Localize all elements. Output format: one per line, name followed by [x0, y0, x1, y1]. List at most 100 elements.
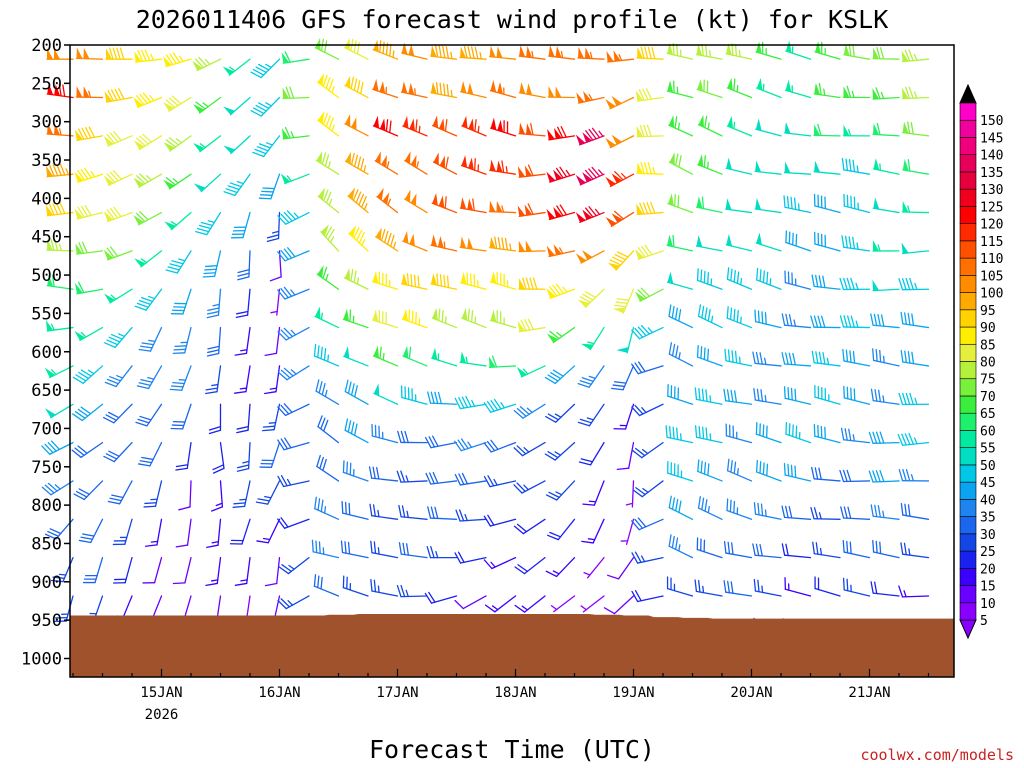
wind-barb	[490, 117, 517, 137]
wind-barb	[206, 518, 222, 549]
colorbar-swatch	[959, 585, 977, 604]
wind-barb	[697, 154, 723, 175]
wind-barb	[105, 47, 133, 60]
wind-barb	[316, 265, 340, 290]
wind-barb	[103, 326, 133, 349]
credit-link[interactable]: coolwx.com/models	[860, 746, 1014, 764]
colorbar-swatch	[959, 430, 977, 448]
wind-barb	[256, 518, 281, 544]
wind-barb	[582, 480, 605, 506]
wind-barb	[320, 224, 340, 252]
wind-barb	[44, 365, 74, 379]
wind-barb	[668, 304, 694, 329]
colorbar-label: 125	[980, 200, 1003, 215]
wind-barb	[317, 187, 340, 214]
wind-barb	[277, 326, 310, 341]
wind-barb	[112, 518, 133, 546]
wind-barb	[344, 418, 369, 444]
wind-barb	[606, 50, 635, 63]
wind-barb	[901, 86, 930, 100]
wind-barb	[581, 518, 605, 544]
wind-barb	[634, 244, 664, 260]
wind-barb	[136, 365, 163, 390]
wind-barb	[483, 398, 517, 413]
wind-barb	[514, 595, 546, 613]
y-tick-label: 200	[31, 36, 62, 56]
wind-barb	[104, 288, 133, 304]
wind-barb	[666, 80, 694, 99]
wind-barb	[725, 157, 753, 175]
wind-barb	[842, 539, 871, 559]
wind-barb	[340, 540, 369, 559]
wind-barb	[343, 346, 369, 367]
wind-barb	[223, 135, 251, 155]
wind-barb	[870, 388, 900, 405]
wind-barb	[459, 351, 487, 367]
wind-barb	[613, 288, 635, 314]
wind-barb	[870, 313, 900, 329]
wind-barb	[666, 576, 694, 597]
wind-barb	[454, 595, 487, 610]
wind-barb	[483, 439, 517, 453]
wind-barb	[277, 286, 310, 300]
wind-barb	[781, 505, 812, 520]
wind-barb	[872, 279, 900, 292]
colorbar-label: 110	[980, 252, 1003, 267]
wind-barb	[483, 514, 517, 527]
wind-barb	[783, 462, 812, 482]
wind-barb	[206, 288, 222, 319]
wind-barb	[430, 273, 458, 290]
wind-barb	[545, 403, 576, 423]
wind-barb	[270, 288, 281, 316]
wind-barb	[842, 348, 871, 367]
colorbar-label: 40	[980, 493, 996, 508]
colorbar-label: 55	[980, 442, 996, 457]
wind-barb	[545, 480, 576, 501]
wind-barb	[483, 475, 517, 488]
wind-barb	[577, 46, 605, 60]
wind-barb	[783, 195, 812, 214]
wind-barb	[404, 189, 428, 214]
wind-barb	[397, 430, 428, 444]
wind-barb	[697, 114, 723, 137]
wind-barb	[754, 309, 782, 329]
wind-barb	[872, 539, 900, 559]
wind-barb	[518, 277, 546, 290]
wind-barb	[229, 518, 251, 545]
wind-barb	[144, 518, 163, 547]
wind-barb	[784, 270, 812, 290]
colorbar-label: 5	[980, 614, 988, 629]
wind-barb	[636, 124, 664, 138]
wind-barb	[460, 155, 487, 175]
wind-barb	[402, 345, 428, 367]
wind-barb	[133, 92, 163, 109]
wind-barb	[785, 230, 812, 252]
wind-barb	[430, 234, 458, 252]
colorbar-swatch	[959, 499, 977, 517]
wind-barb	[545, 556, 576, 578]
wind-barb	[544, 441, 576, 461]
wind-barb	[613, 403, 635, 430]
wind-barb	[667, 460, 694, 482]
wind-barb	[195, 211, 222, 236]
wind-barb	[50, 556, 74, 583]
colorbar-swatch	[959, 154, 977, 173]
wind-barb	[755, 422, 782, 444]
wind-barb	[316, 454, 340, 482]
wind-barb	[814, 41, 841, 60]
wind-barb	[311, 539, 340, 559]
wind-barb	[605, 134, 635, 149]
wind-barb	[544, 365, 576, 385]
wind-barb	[277, 517, 310, 529]
wind-barb	[375, 227, 399, 252]
wind-barb	[401, 308, 428, 329]
wind-barb	[280, 173, 310, 185]
wind-barb	[75, 241, 104, 255]
wind-barb	[898, 585, 930, 598]
wind-barb	[696, 268, 723, 290]
wind-barb	[277, 365, 310, 381]
chart-title: 2026011406 GFS forecast wind profile (kt…	[136, 5, 889, 34]
wind-barb	[813, 160, 841, 175]
wind-barb	[193, 96, 222, 114]
